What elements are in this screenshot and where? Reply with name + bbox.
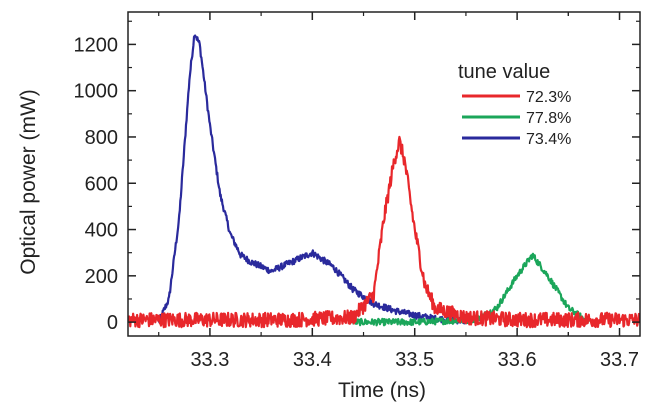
- y-axis-label: Optical power (mW): [17, 89, 40, 275]
- y-tick-label: 600: [85, 173, 118, 195]
- legend-label: 77.8%: [526, 110, 571, 127]
- x-tick-label: 33.5: [395, 349, 434, 371]
- y-tick-label: 800: [85, 127, 118, 149]
- axes: 33.3 33.4 33.5 33.6 33.7 0 200 400 600 800 1000 120…: [74, 11, 641, 371]
- legend-title: tune value: [458, 61, 550, 83]
- x-tick-label: 33.6: [498, 349, 537, 371]
- y-tick-label: 1200: [74, 34, 119, 56]
- plot-frame: [127, 11, 641, 337]
- x-tick-label: 33.4: [293, 349, 332, 371]
- x-tick-label: 33.7: [600, 349, 639, 371]
- legend-label: 72.3%: [526, 89, 571, 106]
- y-tick-label: 0: [107, 312, 118, 334]
- y-tick-label: 1000: [74, 81, 119, 103]
- series-line: [128, 135, 640, 329]
- y-tick-label: 400: [85, 220, 118, 242]
- x-axis-label: Time (ns): [338, 379, 426, 402]
- y-tick-label: 200: [85, 266, 118, 288]
- series-line: [157, 34, 467, 325]
- x-tick-label: 33.3: [190, 349, 229, 371]
- legend: tune value 72.3% 77.8% 73.4%: [458, 61, 571, 148]
- plot-area: [128, 34, 640, 329]
- legend-label: 73.4%: [526, 131, 571, 148]
